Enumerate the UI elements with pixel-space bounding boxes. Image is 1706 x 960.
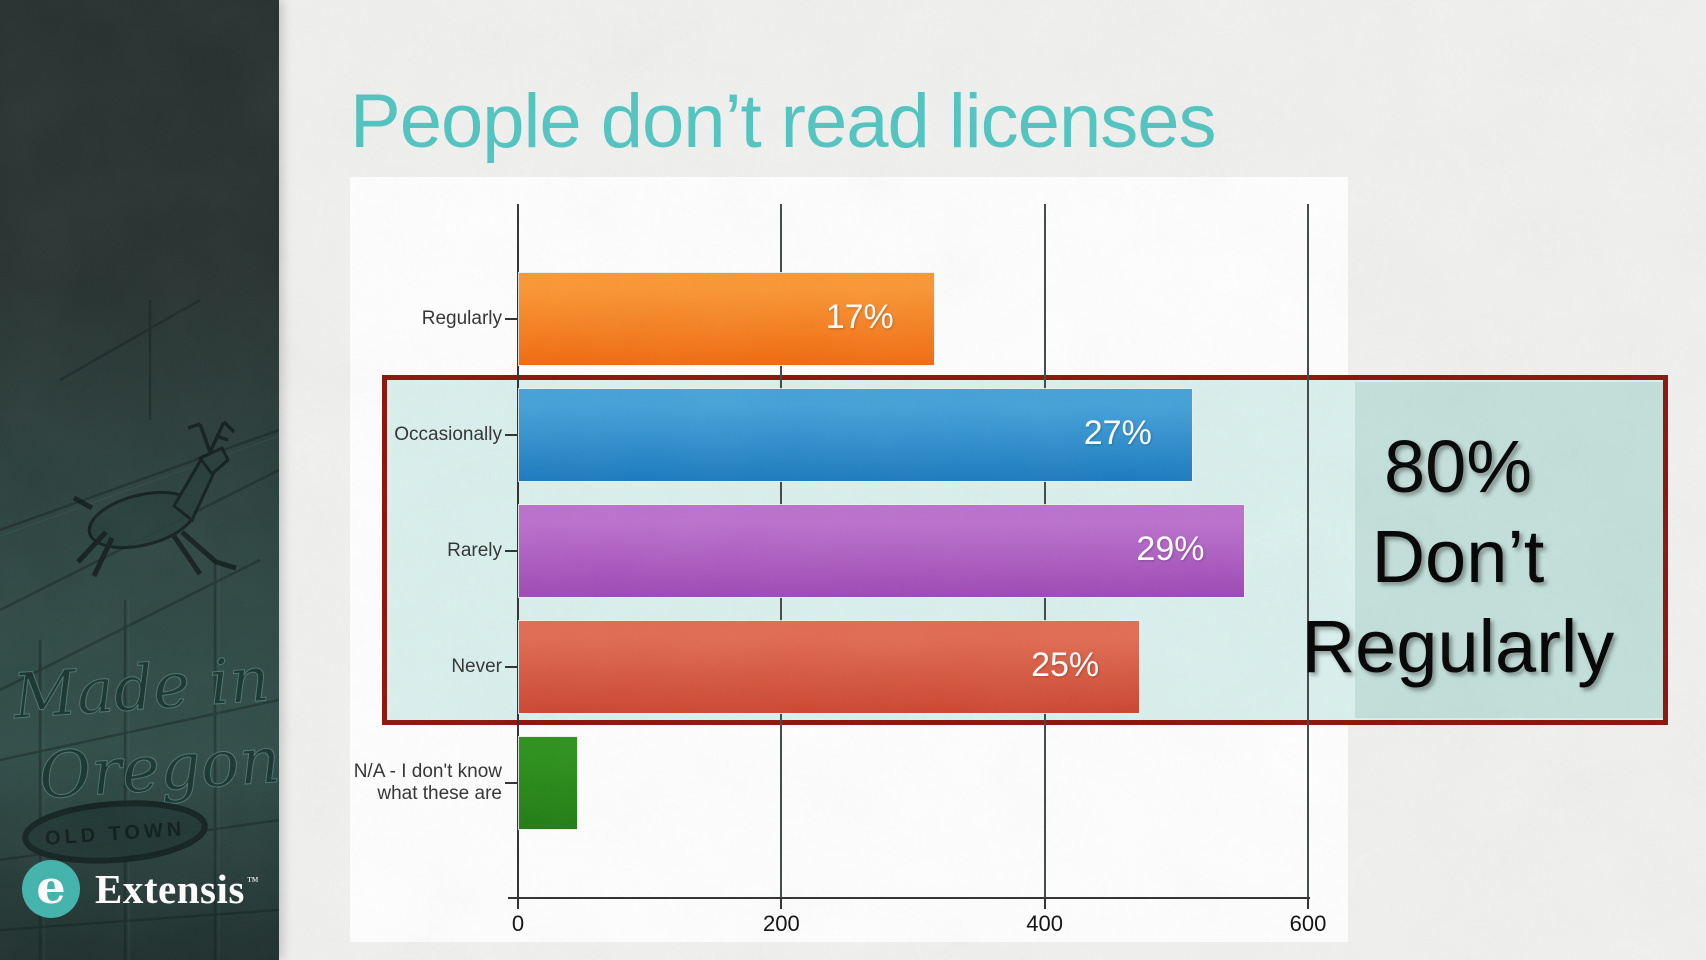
bar-regularly: 17% — [519, 273, 934, 365]
category-axis-tick — [505, 318, 518, 320]
bar-value-label: 17% — [825, 297, 894, 336]
category-axis-tick — [505, 550, 518, 552]
category-label: Occasionally — [394, 423, 502, 445]
made-in-oregon-sign-art: Made in Oregon OLD TOWN — [0, 298, 279, 960]
bar-rarely: 29% — [519, 505, 1245, 597]
sign-made-in-text: Made in — [10, 642, 272, 733]
bar-never: 25% — [519, 621, 1140, 713]
extensis-logo: e Extensis ™ — [22, 860, 259, 918]
bar-occasionally: 27% — [519, 389, 1192, 481]
x-tick-label: 200 — [762, 911, 800, 936]
note-line-2: Don’t — [1371, 515, 1545, 598]
highlight-note: 80% Don’t Regularly — [1208, 422, 1706, 692]
bar-n — [519, 737, 577, 829]
extensis-brand-name: Extensis ™ — [95, 865, 259, 913]
plot: 0 200 400 600 Regularly 17% Occasionally 27% Rar… — [354, 200, 1326, 960]
brand-text: Extensis — [95, 866, 245, 912]
sign-oregon-text: Oregon — [37, 724, 279, 815]
trademark-symbol: ™ — [246, 874, 260, 888]
extensis-logo-letter: e — [36, 859, 66, 914]
stag-icon — [72, 420, 237, 578]
extensis-logo-icon: e — [22, 860, 80, 918]
category-label: Regularly — [421, 307, 502, 329]
slide-title: People don’t read licenses — [350, 79, 1216, 164]
bar-value-label: 25% — [1031, 645, 1100, 684]
note-line-3: Regularly — [1301, 605, 1615, 688]
category-label: Never — [451, 655, 502, 677]
category-axis-tick — [505, 434, 518, 436]
x-tick-label: 0 — [511, 911, 525, 936]
note-line-1: 80% — [1383, 425, 1533, 508]
bar-value-label: 27% — [1083, 413, 1152, 452]
sidebar-photo: Made in Oregon OLD TOWN e Extensis ™ — [0, 0, 279, 960]
category-label: N/A - I don't know what these are — [353, 760, 502, 804]
category-axis-tick — [505, 782, 518, 784]
bar-value-label: 29% — [1136, 529, 1205, 568]
category-label: Rarely — [447, 539, 502, 561]
x-tick-label: 600 — [1289, 911, 1327, 936]
category-axis-tick — [505, 666, 518, 668]
x-tick-label: 400 — [1026, 911, 1064, 936]
x-axis-line — [508, 897, 1310, 899]
